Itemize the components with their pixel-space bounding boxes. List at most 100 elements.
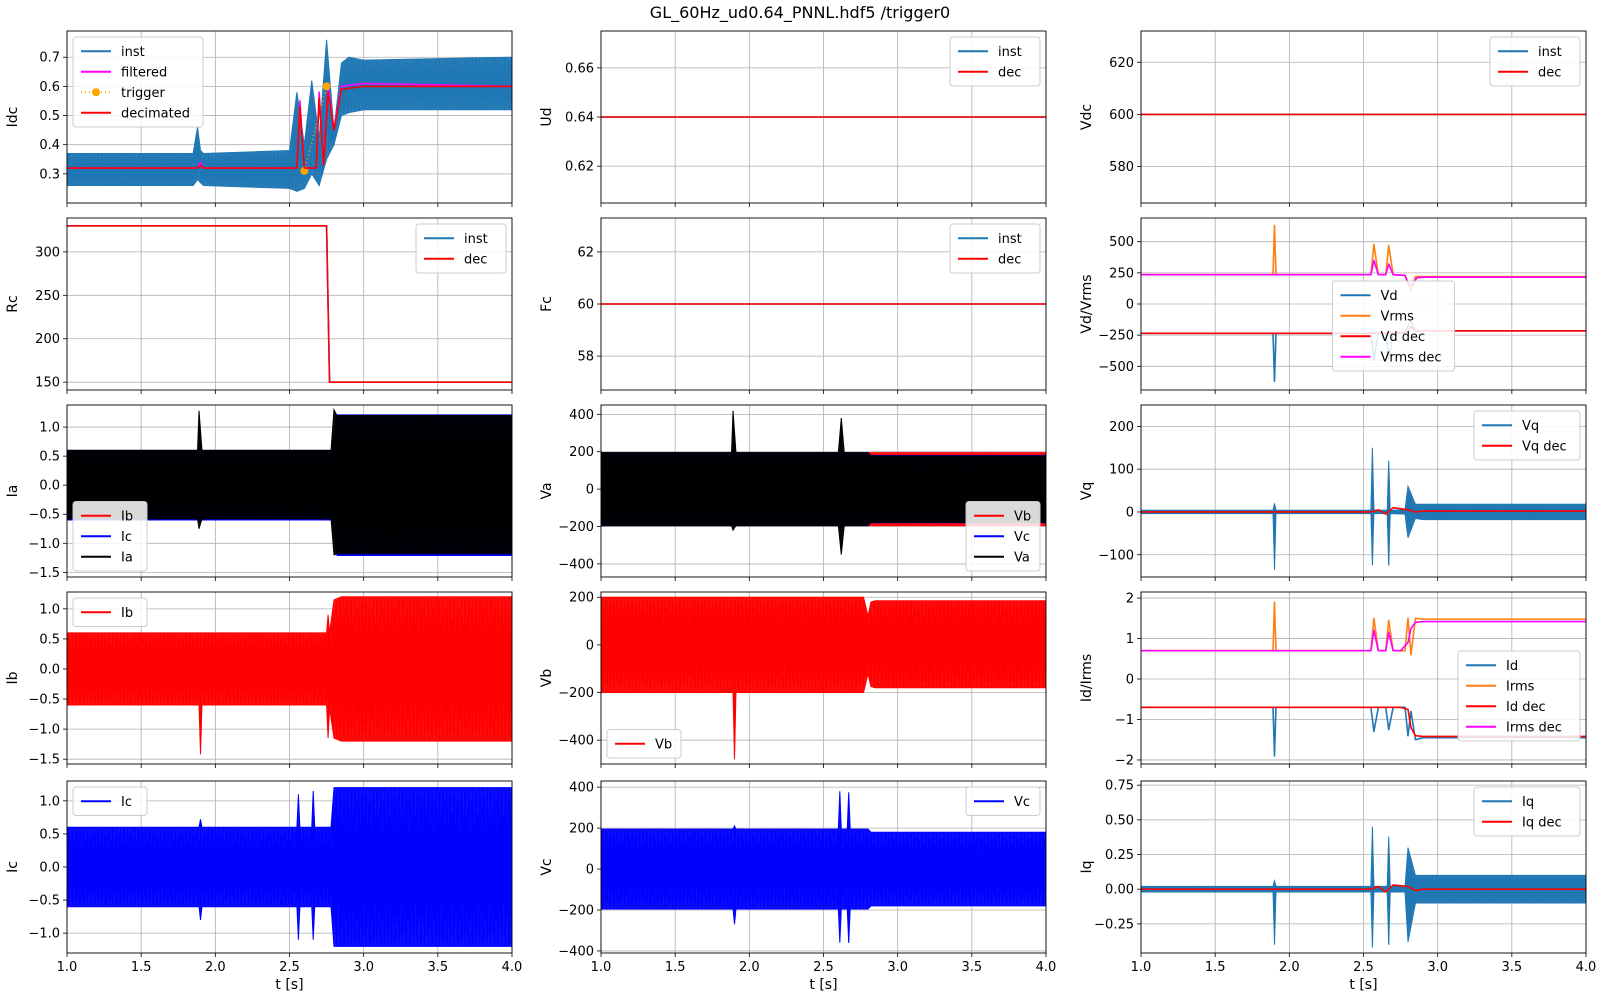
legend-label: inst <box>464 232 488 247</box>
legend: Iq Iq dec <box>1473 786 1581 837</box>
legend-box <box>72 36 204 128</box>
subplot-ia: −1.5 −1.0 −0.5 0.0 0.5 1.0 Ia Ib Ic Ia <box>5 404 513 581</box>
x-tick-label: 2.5 <box>1353 960 1374 975</box>
legend-label: trigger <box>121 86 166 101</box>
y-tick-label: 200 <box>35 332 60 347</box>
y-tick-label: −400 <box>558 557 594 572</box>
y-tick-label: 1.0 <box>39 421 60 436</box>
legend: Vb Vc Va <box>965 501 1041 572</box>
y-axis-label: Vb <box>539 669 555 688</box>
y-tick-label: 62 <box>577 245 594 260</box>
series-group <box>601 596 1046 760</box>
x-tick-label: 4.0 <box>1036 960 1057 975</box>
legend-label: Irms <box>1506 679 1535 694</box>
legend-box <box>1332 280 1455 372</box>
x-axis-label: t [s] <box>1349 977 1377 993</box>
axes-frame <box>1140 780 1587 954</box>
y-tick-label: −1.0 <box>28 927 60 942</box>
y-tick-label: −200 <box>558 520 594 535</box>
x-tick-label: 3.0 <box>887 960 908 975</box>
series-group <box>67 787 512 947</box>
y-axis-label: Id/Irms <box>1079 654 1095 702</box>
axes-frame <box>600 30 1047 204</box>
legend-label: inst <box>998 45 1022 60</box>
series-line-irms-dec <box>1141 620 1586 652</box>
x-tick-label: 1.5 <box>131 960 152 975</box>
y-tick-label: 1.0 <box>39 602 60 617</box>
y-tick-label: −1.5 <box>28 566 60 581</box>
legend-label: Ia <box>121 550 133 565</box>
axes-frame <box>66 217 513 391</box>
trigger-point <box>322 82 331 91</box>
x-tick-label: 3.0 <box>353 960 374 975</box>
axes-frame <box>66 404 513 578</box>
series-trace-vq <box>1141 472 1586 566</box>
trigger-point <box>300 166 309 175</box>
series-line-vq-dec <box>1141 506 1586 515</box>
x-tick-label: 3.5 <box>961 960 982 975</box>
y-tick-label: −1.5 <box>28 753 60 768</box>
series-line-decimated <box>67 85 512 169</box>
y-tick-label: 0.6 <box>39 80 60 95</box>
legend-label: Vq <box>1522 419 1539 434</box>
x-tick-label: 3.5 <box>1501 960 1522 975</box>
legend-label: dec <box>1538 65 1561 80</box>
legend-label: Vd <box>1381 289 1398 304</box>
legend-label: Vd dec <box>1381 330 1426 345</box>
subplot-ib: −1.5 −1.0 −0.5 0.0 0.5 1.0 Ib Ib <box>5 591 513 768</box>
series-trace-inst <box>67 48 512 191</box>
series-group <box>601 410 1046 555</box>
legend: inst dec <box>949 36 1041 87</box>
series-group <box>1141 826 1586 948</box>
y-tick-label: −400 <box>558 734 594 749</box>
y-tick-label: 0.0 <box>39 662 60 677</box>
subplot-vb: −400 −200 0 200 Vb Vb <box>539 591 1047 768</box>
axes-frame <box>66 30 513 204</box>
legend-box <box>415 223 507 274</box>
y-tick-label: 0.66 <box>565 61 594 76</box>
y-tick-label: 0 <box>1126 505 1134 520</box>
y-tick-label: 400 <box>569 781 594 796</box>
y-tick-label: 0.0 <box>39 479 60 494</box>
series-trace-vc <box>601 806 1046 943</box>
legend-label: Vc <box>1014 795 1030 810</box>
legend-label: Vrms dec <box>1381 350 1442 365</box>
y-tick-label: 150 <box>35 376 60 391</box>
subplot-ud: 0.62 0.64 0.66 Ud inst dec <box>539 30 1047 207</box>
series-line-irms <box>1141 601 1586 656</box>
legend: inst filtered trigger decimated <box>72 36 204 128</box>
y-tick-label: 200 <box>569 822 594 837</box>
legend: Ib Ic Ia <box>72 501 148 572</box>
y-tick-label: 0.64 <box>565 111 594 126</box>
legend: Vb <box>606 729 682 759</box>
y-tick-label: 0.3 <box>39 167 60 182</box>
legend-label: Ic <box>121 530 132 545</box>
subplot-vq: −100 0 100 200 Vq Vq Vq dec <box>1079 404 1587 581</box>
x-tick-label: 1.5 <box>1205 960 1226 975</box>
axes-frame <box>1140 217 1587 391</box>
y-tick-label: 0 <box>586 863 594 878</box>
series-group <box>67 407 512 556</box>
legend-box <box>949 223 1041 274</box>
axes-frame <box>600 591 1047 765</box>
y-tick-label: 200 <box>569 445 594 460</box>
x-tick-label: 2.5 <box>279 960 300 975</box>
axes-frame <box>1140 404 1587 578</box>
y-tick-label: 100 <box>1109 463 1134 478</box>
y-tick-label: 0.5 <box>39 450 60 465</box>
y-tick-label: −200 <box>558 686 594 701</box>
y-tick-label: 2 <box>1126 592 1134 607</box>
axes-frame <box>600 404 1047 578</box>
legend-label: Va <box>1014 550 1030 565</box>
series-group <box>1141 447 1586 570</box>
legend-label: dec <box>998 252 1021 267</box>
subplot-va: −400 −200 0 200 400 Va Vb Vc Va <box>539 404 1047 581</box>
axes-frame <box>66 591 513 765</box>
y-axis-label: Idc <box>5 107 21 128</box>
y-tick-label: −500 <box>1098 360 1134 375</box>
y-tick-label: 600 <box>1109 108 1134 123</box>
series-trace-va <box>601 420 1046 550</box>
legend-label: Iq <box>1522 795 1534 810</box>
y-tick-label: −100 <box>1098 548 1134 563</box>
